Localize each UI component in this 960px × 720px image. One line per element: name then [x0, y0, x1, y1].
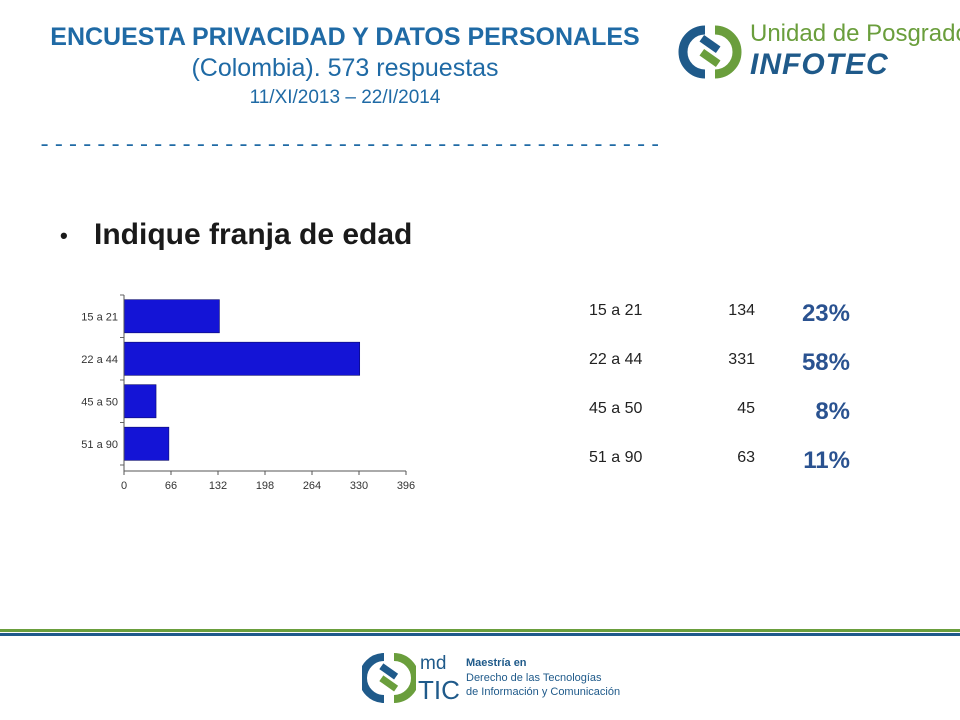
mdtic-tic-text: TIC: [418, 675, 460, 705]
x-tick-label: 132: [209, 480, 227, 492]
table-row: 22 a 44 331 58%: [575, 341, 865, 391]
mdtic-md-text: md: [420, 653, 447, 674]
table-row: 15 a 21 134 23%: [575, 292, 865, 342]
row-count: 331: [728, 351, 755, 368]
row-count: 134: [728, 302, 755, 319]
slide-header: ENCUESTA PRIVACIDAD Y DATOS PERSONALES (…: [0, 22, 690, 112]
y-tick-label: 45 a 50: [81, 396, 118, 408]
row-category: 51 a 90: [589, 449, 643, 466]
row-percent: 58%: [801, 349, 850, 376]
x-tick-label: 66: [165, 480, 177, 492]
row-percent: 8%: [815, 398, 850, 425]
table-row: 45 a 50 45 8%: [575, 390, 865, 440]
dashed-separator: ----------------------------------------…: [38, 133, 658, 158]
logo-brand-name: INFOTEC: [750, 48, 889, 81]
row-category: 45 a 50: [589, 400, 643, 417]
mdtic-logo: md TIC Maestría en Derecho de las Tecnol…: [362, 645, 682, 715]
row-count: 45: [737, 400, 755, 417]
row-category: 15 a 21: [589, 302, 643, 319]
row-percent: 11%: [803, 447, 850, 474]
mdtic-mark-icon: [362, 653, 416, 703]
y-tick-label: 51 a 90: [81, 439, 118, 451]
question-text: Indique franja de edad: [94, 218, 413, 251]
footer-rule-green: [0, 629, 960, 632]
infotec-logo: Unidad de Posgrados INFOTEC: [670, 14, 960, 88]
x-tick-label: 0: [121, 480, 127, 492]
slide-title: ENCUESTA PRIVACIDAD Y DATOS PERSONALES: [50, 23, 640, 51]
x-tick-label: 330: [350, 480, 368, 492]
table-row: 51 a 90 63 11%: [575, 439, 865, 489]
row-count: 63: [737, 449, 755, 466]
survey-dates: 11/XI/2013 – 22/I/2014: [249, 87, 441, 108]
chart-bar: [123, 384, 157, 419]
x-tick-label: 264: [303, 480, 321, 492]
y-tick-label: 22 a 44: [81, 354, 118, 366]
chart-bar: [123, 341, 361, 376]
mdtic-line-3: de Información y Comunicación: [466, 686, 621, 698]
infotec-mark-icon: [678, 25, 742, 79]
chart-bar: [123, 299, 220, 334]
x-tick-label: 396: [397, 480, 415, 492]
chart-bar: [123, 426, 170, 461]
age-range-bar-chart: 15 a 21 22 a 44 45 a 50 51 a 90 0 66 132 198 264…: [81, 294, 415, 492]
question-heading: • Indique franja de edad: [60, 218, 412, 252]
y-tick-label: 15 a 21: [81, 311, 118, 323]
mdtic-line-1: Maestría en: [466, 657, 527, 669]
row-percent: 23%: [801, 300, 850, 327]
x-tick-label: 198: [256, 480, 274, 492]
footer-rule-blue: [0, 633, 960, 636]
mdtic-line-2: Derecho de las Tecnologías: [466, 672, 602, 684]
logo-unit-name: Unidad de Posgrados: [750, 20, 960, 47]
slide-subtitle: (Colombia). 573 respuestas: [191, 54, 499, 82]
bullet-icon: •: [60, 223, 68, 249]
row-category: 22 a 44: [589, 351, 643, 368]
